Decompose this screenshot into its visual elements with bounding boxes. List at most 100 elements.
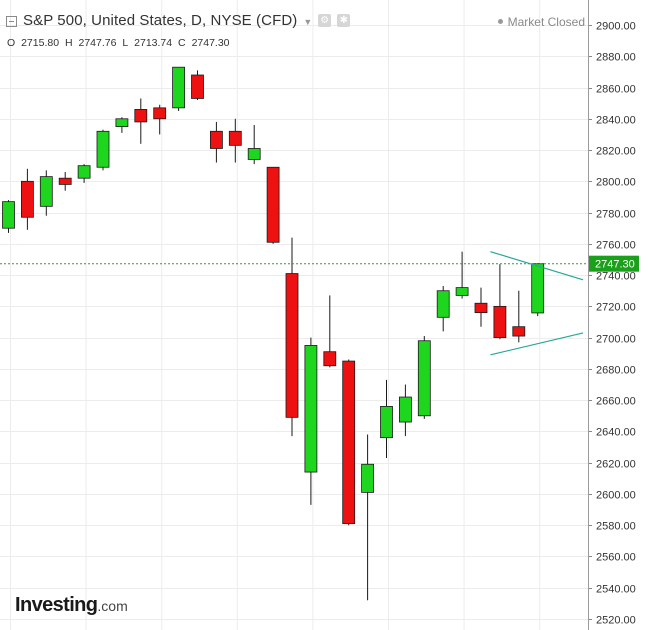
candle-down: [191, 70, 204, 101]
candle-body: [361, 463, 375, 493]
y-tick-label: 2900.00: [596, 21, 636, 33]
candle-body: [380, 406, 393, 439]
candle-down: [323, 295, 337, 368]
price-axis[interactable]: 2900.00 2880.00 2860.00 2840.00 2820.00 2800.…: [588, 0, 636, 630]
y-tick-label: 2700.00: [596, 334, 636, 346]
y-tick-label: 2740.00: [596, 271, 636, 283]
y-tick-label: 2620.00: [596, 459, 636, 471]
candle-down: [285, 237, 299, 437]
candle-body: [323, 351, 337, 367]
high-value: 2747.76: [78, 37, 117, 49]
investing-logo: Investing.com: [15, 594, 128, 617]
candle-body: [398, 396, 412, 423]
candle-body: [39, 176, 53, 207]
candle-down: [342, 359, 356, 526]
chevron-down-icon[interactable]: ▼: [303, 16, 313, 27]
candle-body: [436, 290, 450, 318]
y-tick-label: 2860.00: [596, 84, 636, 96]
candle-body: [191, 74, 204, 99]
candle-body: [266, 166, 280, 243]
last-price-badge: [589, 255, 639, 272]
y-tick-label: 2840.00: [596, 115, 636, 127]
low-label: L: [122, 37, 129, 49]
y-tick-label: 2580.00: [596, 521, 636, 533]
close-label: C: [178, 37, 186, 49]
candle-down: [266, 166, 280, 244]
candle-body: [342, 360, 356, 525]
candle-body: [512, 326, 526, 337]
y-tick-label: 2520.00: [596, 615, 636, 627]
candles: [2, 66, 545, 601]
candle-up: [39, 170, 53, 216]
candle-up: [77, 164, 91, 183]
candle-down: [134, 98, 148, 144]
candle-up: [380, 379, 393, 458]
candle-body: [285, 273, 299, 418]
high-label: H: [64, 37, 73, 49]
low-value: 2713.74: [134, 37, 173, 49]
candle-down: [58, 171, 72, 191]
y-tick-label: 2780.00: [596, 209, 636, 221]
candle-body: [493, 305, 507, 339]
y-tick-label: 2880.00: [596, 52, 636, 64]
candle-body: [304, 345, 318, 473]
candle-body: [115, 118, 129, 128]
candle-body: [531, 263, 545, 314]
candle-down: [228, 118, 242, 163]
candle-up: [96, 129, 110, 171]
candle-body: [209, 130, 223, 149]
candle-down: [474, 287, 488, 327]
candle-up: [304, 337, 318, 505]
candle-body: [96, 130, 110, 168]
candle-body: [58, 177, 72, 185]
chart-title: S&P 500, United States, D, NYSE (CFD): [23, 12, 298, 29]
collapse-icon[interactable]: [6, 15, 17, 27]
candle-up: [417, 336, 431, 419]
gear-icon[interactable]: ✱: [337, 14, 351, 27]
market-status: Market Closed: [497, 15, 585, 29]
settings-icon[interactable]: ⚙: [318, 14, 332, 27]
open-label: O: [7, 37, 16, 49]
y-tick-label: 2760.00: [596, 240, 636, 252]
candle-body: [2, 201, 15, 229]
y-tick-label: 2680.00: [596, 365, 636, 377]
candle-up: [531, 262, 545, 317]
candle-up: [398, 384, 412, 437]
chart-header: S&P 500, United States, D, NYSE (CFD) ▼ …: [6, 12, 351, 29]
candle-body: [417, 340, 431, 417]
candle-down: [209, 121, 223, 163]
y-tick-label: 2800.00: [596, 177, 636, 189]
open-value: 2715.80: [21, 37, 60, 49]
candle-down: [20, 168, 34, 230]
annotations: 2747.30: [0, 251, 639, 356]
ohlc-readout: O 2715.80 H 2747.76 L 2713.74 C 2747.30: [7, 37, 233, 49]
brand-suffix: .com: [97, 598, 128, 614]
candle-up: [172, 66, 186, 111]
candle-up: [2, 200, 15, 233]
candle-body: [455, 287, 469, 296]
brand-name: Investing: [15, 594, 98, 616]
candle-down: [512, 290, 526, 343]
candle-up: [455, 251, 469, 299]
y-tick-label: 2820.00: [596, 146, 636, 158]
y-tick-label: 2720.00: [596, 302, 636, 314]
last-price-label: 2747.30: [595, 259, 635, 271]
market-status-label: Market Closed: [507, 15, 585, 29]
candle-body: [474, 302, 488, 314]
y-tick-label: 2660.00: [596, 396, 636, 408]
candle-body: [77, 165, 91, 179]
y-tick-label: 2600.00: [596, 490, 636, 502]
candle-down: [493, 264, 507, 340]
candle-body: [153, 107, 167, 120]
candle-up: [361, 434, 375, 601]
candle-body: [247, 148, 261, 160]
candle-body: [228, 130, 242, 146]
close-value: 2747.30: [191, 37, 230, 49]
y-tick-label: 2560.00: [596, 552, 636, 564]
candle-up: [247, 125, 261, 165]
y-tick-label: 2540.00: [596, 584, 636, 596]
trendline[interactable]: [490, 251, 584, 281]
trendline[interactable]: [490, 332, 584, 356]
candle-down: [153, 104, 167, 135]
